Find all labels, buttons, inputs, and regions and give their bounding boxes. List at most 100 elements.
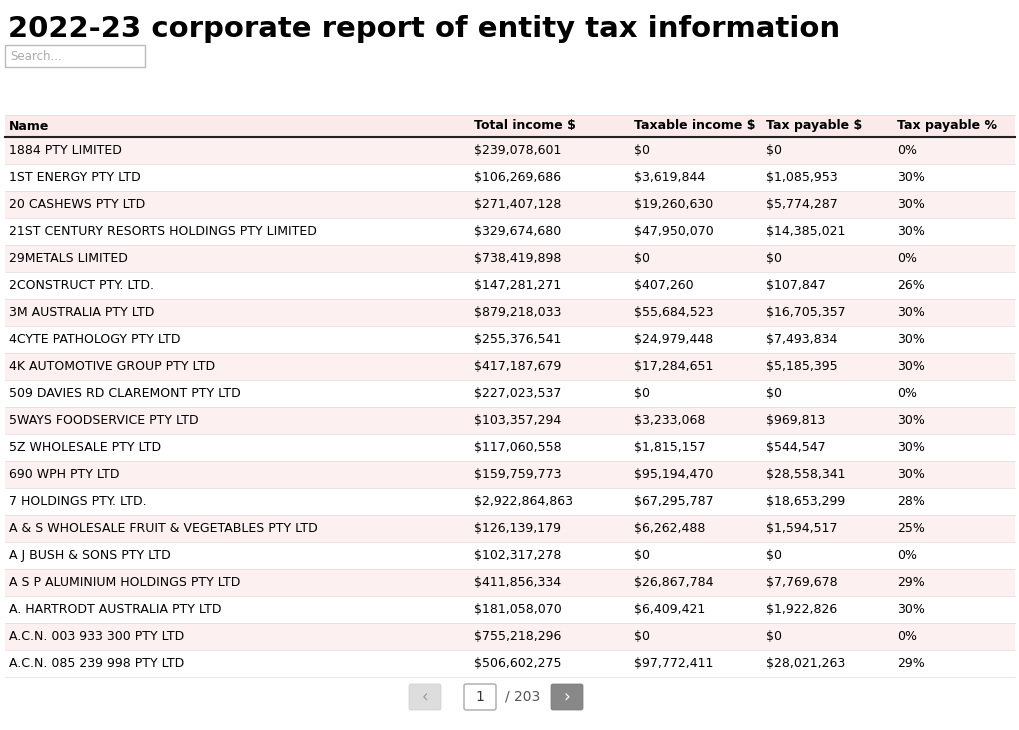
Text: 30%: 30% [896, 225, 924, 238]
Text: 2022-23 corporate report of entity tax information: 2022-23 corporate report of entity tax i… [8, 15, 840, 43]
Text: 25%: 25% [896, 522, 924, 535]
Text: $544,547: $544,547 [765, 441, 824, 454]
Bar [5, 326, 1014, 353]
Text: $3,619,844: $3,619,844 [634, 171, 704, 184]
Text: $14,385,021: $14,385,021 [765, 225, 845, 238]
Bar [5, 115, 1014, 137]
Text: 29METALS LIMITED: 29METALS LIMITED [9, 252, 127, 265]
Text: A.C.N. 085 239 998 PTY LTD: A.C.N. 085 239 998 PTY LTD [9, 657, 184, 670]
FancyBboxPatch shape [464, 684, 495, 710]
Text: Search...: Search... [10, 50, 62, 63]
Text: Total income $: Total income $ [474, 120, 576, 133]
Text: Name: Name [9, 120, 49, 133]
Text: $755,218,296: $755,218,296 [474, 630, 560, 643]
Text: 30%: 30% [896, 468, 924, 481]
Text: 1ST ENERGY PTY LTD: 1ST ENERGY PTY LTD [9, 171, 141, 184]
Text: A. HARTRODT AUSTRALIA PTY LTD: A. HARTRODT AUSTRALIA PTY LTD [9, 603, 221, 616]
Text: $239,078,601: $239,078,601 [474, 144, 560, 157]
Text: $0: $0 [634, 630, 649, 643]
Text: $969,813: $969,813 [765, 414, 824, 427]
Bar [5, 596, 1014, 623]
Text: $407,260: $407,260 [634, 279, 693, 292]
Text: $411,856,334: $411,856,334 [474, 576, 560, 589]
Text: $0: $0 [765, 387, 782, 400]
Text: $417,187,679: $417,187,679 [474, 360, 560, 373]
Text: $0: $0 [634, 144, 649, 157]
Text: $97,772,411: $97,772,411 [634, 657, 712, 670]
Text: 3M AUSTRALIA PTY LTD: 3M AUSTRALIA PTY LTD [9, 306, 154, 319]
Text: 30%: 30% [896, 360, 924, 373]
Text: $6,262,488: $6,262,488 [634, 522, 705, 535]
Text: 28%: 28% [896, 495, 924, 508]
Text: $0: $0 [634, 549, 649, 562]
Text: $1,085,953: $1,085,953 [765, 171, 837, 184]
Text: $117,060,558: $117,060,558 [474, 441, 561, 454]
FancyBboxPatch shape [550, 684, 583, 710]
Text: 30%: 30% [896, 171, 924, 184]
Bar [5, 515, 1014, 542]
Text: $159,759,773: $159,759,773 [474, 468, 560, 481]
Text: 0%: 0% [896, 387, 916, 400]
Bar [5, 623, 1014, 650]
Bar [5, 407, 1014, 434]
Text: 7 HOLDINGS PTY. LTD.: 7 HOLDINGS PTY. LTD. [9, 495, 147, 508]
Bar [5, 569, 1014, 596]
Bar [5, 164, 1014, 191]
Text: 30%: 30% [896, 333, 924, 346]
Text: $1,922,826: $1,922,826 [765, 603, 837, 616]
Text: $106,269,686: $106,269,686 [474, 171, 560, 184]
Text: Taxable income $: Taxable income $ [634, 120, 755, 133]
Text: $271,407,128: $271,407,128 [474, 198, 560, 211]
Text: $19,260,630: $19,260,630 [634, 198, 712, 211]
Bar [5, 45, 145, 67]
Bar [5, 434, 1014, 461]
Text: 0%: 0% [896, 144, 916, 157]
Text: $6,409,421: $6,409,421 [634, 603, 704, 616]
Text: Tax payable %: Tax payable % [896, 120, 996, 133]
Bar [5, 353, 1014, 380]
Text: A & S WHOLESALE FRUIT & VEGETABLES PTY LTD: A & S WHOLESALE FRUIT & VEGETABLES PTY L… [9, 522, 318, 535]
Bar [5, 380, 1014, 407]
Text: $5,774,287: $5,774,287 [765, 198, 837, 211]
Text: $95,194,470: $95,194,470 [634, 468, 712, 481]
Text: Tax payable $: Tax payable $ [765, 120, 861, 133]
Text: $16,705,357: $16,705,357 [765, 306, 845, 319]
Bar [5, 191, 1014, 218]
Text: $103,357,294: $103,357,294 [474, 414, 560, 427]
Text: 20 CASHEWS PTY LTD: 20 CASHEWS PTY LTD [9, 198, 145, 211]
Text: 4CYTE PATHOLOGY PTY LTD: 4CYTE PATHOLOGY PTY LTD [9, 333, 180, 346]
Text: 21ST CENTURY RESORTS HOLDINGS PTY LIMITED: 21ST CENTURY RESORTS HOLDINGS PTY LIMITE… [9, 225, 317, 238]
Text: $1,594,517: $1,594,517 [765, 522, 837, 535]
Text: $0: $0 [634, 387, 649, 400]
Text: $147,281,271: $147,281,271 [474, 279, 560, 292]
Text: $0: $0 [634, 252, 649, 265]
Text: $227,023,537: $227,023,537 [474, 387, 560, 400]
FancyBboxPatch shape [409, 684, 440, 710]
Text: 0%: 0% [896, 630, 916, 643]
Text: $738,419,898: $738,419,898 [474, 252, 560, 265]
Text: / 203: / 203 [504, 690, 540, 704]
Text: $255,376,541: $255,376,541 [474, 333, 560, 346]
Text: $1,815,157: $1,815,157 [634, 441, 705, 454]
Text: 5WAYS FOODSERVICE PTY LTD: 5WAYS FOODSERVICE PTY LTD [9, 414, 199, 427]
Text: 1884 PTY LIMITED: 1884 PTY LIMITED [9, 144, 121, 157]
Bar [5, 650, 1014, 677]
Bar [5, 461, 1014, 488]
Text: $126,139,179: $126,139,179 [474, 522, 560, 535]
Bar [5, 218, 1014, 245]
Text: 0%: 0% [896, 252, 916, 265]
Text: 30%: 30% [896, 441, 924, 454]
Bar [5, 245, 1014, 272]
Text: 5Z WHOLESALE PTY LTD: 5Z WHOLESALE PTY LTD [9, 441, 161, 454]
Text: ‹: ‹ [421, 688, 428, 706]
Text: $329,674,680: $329,674,680 [474, 225, 560, 238]
Text: $0: $0 [765, 549, 782, 562]
Text: $107,847: $107,847 [765, 279, 825, 292]
Text: $7,769,678: $7,769,678 [765, 576, 837, 589]
Text: $3,233,068: $3,233,068 [634, 414, 705, 427]
Text: 30%: 30% [896, 306, 924, 319]
Text: $0: $0 [765, 630, 782, 643]
Text: $67,295,787: $67,295,787 [634, 495, 713, 508]
Text: A J BUSH & SONS PTY LTD: A J BUSH & SONS PTY LTD [9, 549, 170, 562]
Text: 29%: 29% [896, 576, 924, 589]
